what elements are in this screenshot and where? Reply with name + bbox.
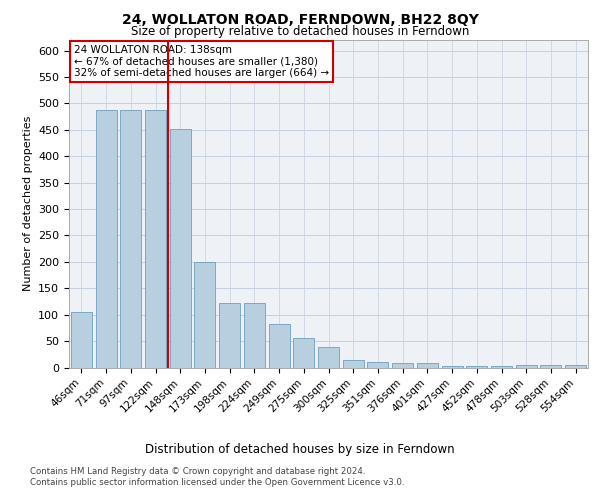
- Bar: [120, 110, 141, 368]
- Bar: [466, 366, 487, 368]
- Bar: [219, 303, 240, 368]
- Bar: [194, 262, 215, 368]
- Bar: [491, 366, 512, 368]
- Bar: [145, 110, 166, 368]
- Bar: [170, 128, 191, 368]
- Text: 24, WOLLATON ROAD, FERNDOWN, BH22 8QY: 24, WOLLATON ROAD, FERNDOWN, BH22 8QY: [122, 12, 478, 26]
- Bar: [71, 312, 92, 368]
- Bar: [318, 348, 339, 368]
- Bar: [244, 303, 265, 368]
- Bar: [293, 338, 314, 368]
- Bar: [95, 110, 116, 368]
- Bar: [343, 360, 364, 368]
- Text: Contains HM Land Registry data © Crown copyright and database right 2024.: Contains HM Land Registry data © Crown c…: [30, 468, 365, 476]
- Y-axis label: Number of detached properties: Number of detached properties: [23, 116, 32, 292]
- Bar: [442, 366, 463, 368]
- Text: Distribution of detached houses by size in Ferndown: Distribution of detached houses by size …: [145, 442, 455, 456]
- Bar: [392, 364, 413, 368]
- Bar: [516, 365, 537, 368]
- Text: 24 WOLLATON ROAD: 138sqm
← 67% of detached houses are smaller (1,380)
32% of sem: 24 WOLLATON ROAD: 138sqm ← 67% of detach…: [74, 45, 329, 78]
- Text: Contains public sector information licensed under the Open Government Licence v3: Contains public sector information licen…: [30, 478, 404, 487]
- Bar: [417, 364, 438, 368]
- Text: Size of property relative to detached houses in Ferndown: Size of property relative to detached ho…: [131, 25, 469, 38]
- Bar: [565, 365, 586, 368]
- Bar: [367, 362, 388, 368]
- Bar: [541, 365, 562, 368]
- Bar: [269, 324, 290, 368]
